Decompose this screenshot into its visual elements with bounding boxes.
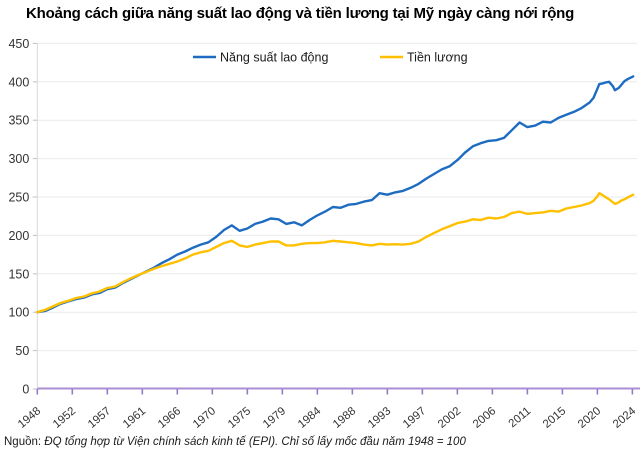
x-axis-label: 1948	[16, 405, 43, 431]
x-axis-label: 2024	[611, 405, 639, 431]
y-axis-label: 0	[22, 383, 29, 397]
x-axis-label: 1952	[51, 405, 78, 431]
chart-title: Khoảng cách giữa năng suất lao động và t…	[26, 5, 575, 22]
x-axis-label: 2011	[507, 405, 534, 430]
x-axis-label: 1961	[121, 405, 148, 431]
source-note: Nguồn: ĐQ tổng hợp từ Viện chính sách ki…	[4, 436, 636, 448]
x-axis-label: 1988	[331, 405, 358, 431]
y-axis-label: 300	[8, 152, 29, 166]
x-axis-label: 2020	[576, 405, 603, 431]
y-axis-label: 400	[8, 75, 29, 89]
legend-label-wage: Tiền lương	[407, 51, 468, 65]
x-axis-label: 1966	[156, 405, 183, 431]
x-axis-label: 1997	[401, 405, 428, 431]
wage-line	[36, 191, 635, 314]
x-axis-label: 2002	[436, 405, 463, 431]
x-axis-label: 2006	[471, 405, 498, 431]
x-axis-label: 1979	[261, 405, 288, 431]
x-axis-label: 1993	[366, 405, 393, 431]
y-axis-label: 450	[8, 37, 29, 51]
y-axis-label: 200	[8, 229, 29, 243]
y-axis-label: 100	[8, 306, 29, 320]
source-text: ĐQ tổng hợp từ Viện chính sách kinh tế (…	[44, 436, 466, 448]
x-axis-label: 2015	[541, 405, 568, 431]
x-axis-label: 1957	[86, 405, 113, 431]
x-axis-label: 1984	[296, 405, 324, 431]
productivity-line	[36, 75, 635, 314]
y-axis-label: 150	[8, 267, 29, 281]
y-axis-label: 350	[8, 114, 29, 128]
x-axis-label: 1970	[191, 405, 218, 431]
y-axis-label: 50	[15, 344, 29, 358]
y-axis-label: 250	[8, 191, 29, 205]
source-label: Nguồn:	[4, 436, 42, 448]
legend-label-productivity: Năng suất lao động	[220, 51, 328, 65]
x-axis-label: 1975	[226, 405, 253, 431]
